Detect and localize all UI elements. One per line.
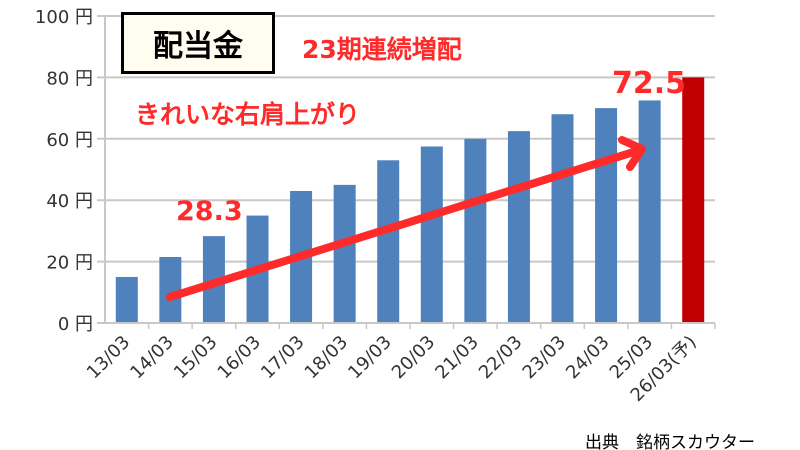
- x-tick-label: 23/03: [519, 332, 571, 384]
- data-label-25-03: 72.5: [612, 66, 687, 101]
- y-tick-label: 80 円: [46, 68, 93, 89]
- trend-arrow: [166, 146, 644, 301]
- bar: [377, 160, 400, 323]
- bar: [420, 146, 443, 323]
- x-tick-label: 14/03: [126, 332, 178, 384]
- x-tick-label: 16/03: [214, 332, 266, 384]
- y-tick-label: 100 円: [35, 7, 93, 28]
- bar: [507, 131, 530, 323]
- bar: [638, 100, 661, 323]
- bar: [595, 108, 618, 323]
- streak-annotation: 23期連続増配: [302, 35, 462, 64]
- y-tick-label: 0 円: [58, 314, 93, 335]
- x-tick-label: 24/03: [562, 332, 614, 384]
- x-tick-label: 15/03: [170, 332, 222, 384]
- x-tick-label: 17/03: [257, 332, 309, 384]
- trend-annotation: きれいな右肩上がり: [135, 100, 361, 129]
- x-tick-label: 19/03: [344, 332, 396, 384]
- bar: [115, 276, 138, 323]
- bar: [682, 77, 705, 324]
- x-tick-label: 22/03: [475, 332, 527, 384]
- chart-title: 配当金: [121, 12, 275, 74]
- bar: [333, 184, 356, 323]
- y-tick-label: 20 円: [46, 253, 93, 274]
- x-tick-label: 13/03: [83, 332, 135, 384]
- bar: [159, 256, 182, 323]
- bar: [464, 138, 487, 323]
- x-tick-label: 18/03: [301, 332, 353, 384]
- arrow-head-icon: [618, 136, 646, 171]
- x-tick-label: 20/03: [388, 332, 440, 384]
- y-tick-label: 40 円: [46, 191, 93, 212]
- y-tick-label: 60 円: [46, 130, 93, 151]
- data-label-15-03: 28.3: [176, 196, 243, 227]
- bar: [551, 114, 574, 324]
- x-tick-label: 21/03: [431, 332, 483, 384]
- source-note: 出典 銘柄スカウター: [585, 433, 755, 450]
